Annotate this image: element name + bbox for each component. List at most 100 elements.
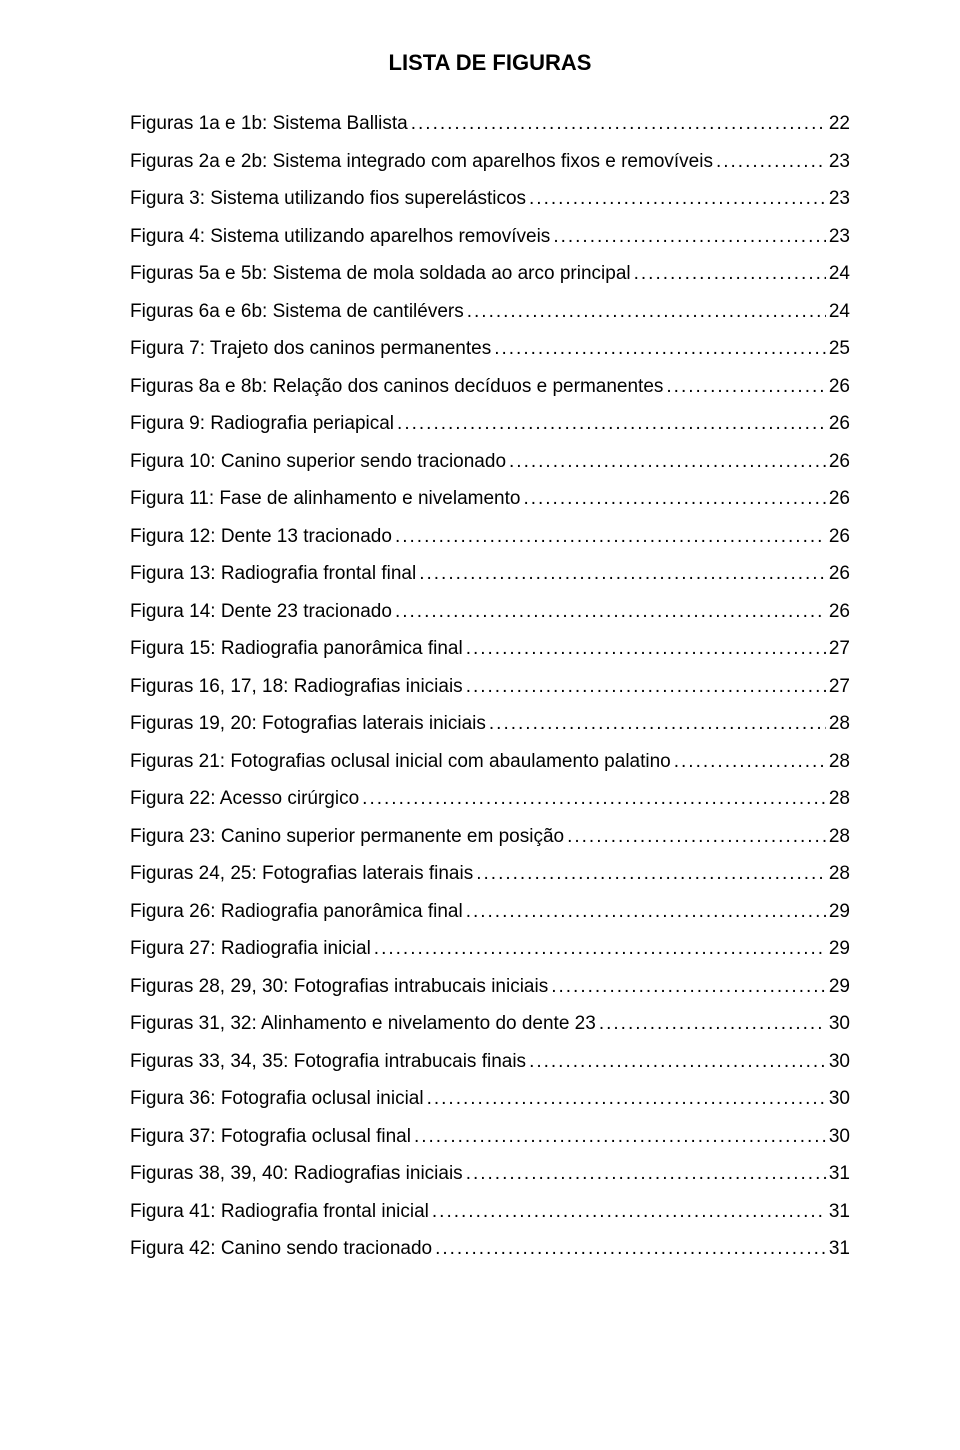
toc-entry-page: 22 — [829, 114, 850, 133]
toc-entry-page: 31 — [829, 1239, 850, 1258]
toc-entry: Figuras 1a e 1b: Sistema Ballista 22 — [130, 114, 850, 133]
toc-leader-dots — [476, 864, 826, 883]
toc-entry-page: 30 — [829, 1127, 850, 1146]
toc-leader-dots — [432, 1202, 826, 1221]
toc-entry-label: Figuras 6a e 6b: Sistema de cantilévers — [130, 302, 464, 321]
toc-entry-page: 26 — [829, 377, 850, 396]
toc-entry: Figura 7: Trajeto dos caninos permanente… — [130, 339, 850, 358]
toc-entry-page: 26 — [829, 452, 850, 471]
toc-entry-page: 24 — [829, 264, 850, 283]
toc-entry-label: Figura 41: Radiografia frontal inicial — [130, 1202, 429, 1221]
toc-entry-label: Figuras 31, 32: Alinhamento e nivelament… — [130, 1014, 596, 1033]
toc-entry-label: Figuras 24, 25: Fotografias laterais fin… — [130, 864, 473, 883]
toc-leader-dots — [435, 1239, 826, 1258]
toc-leader-dots — [551, 977, 826, 996]
toc-entry-label: Figura 10: Canino superior sendo tracion… — [130, 452, 506, 471]
toc-entry-page: 28 — [829, 827, 850, 846]
toc-entry-page: 28 — [829, 789, 850, 808]
toc-leader-dots — [523, 489, 825, 508]
toc-entry: Figuras 19, 20: Fotografias laterais ini… — [130, 714, 850, 733]
toc-entry-label: Figuras 38, 39, 40: Radiografias iniciai… — [130, 1164, 463, 1183]
toc-entry: Figura 42: Canino sendo tracionado 31 — [130, 1239, 850, 1258]
toc-entry: Figura 26: Radiografia panorâmica final2… — [130, 902, 850, 921]
toc-leader-dots — [411, 114, 826, 133]
toc-leader-dots — [489, 714, 826, 733]
toc-entry-page: 30 — [829, 1052, 850, 1071]
toc-leader-dots — [374, 939, 826, 958]
toc-entry-page: 28 — [829, 864, 850, 883]
toc-entry-label: Figura 37: Fotografia oclusal final — [130, 1127, 411, 1146]
toc-entry: Figura 4: Sistema utilizando aparelhos r… — [130, 227, 850, 246]
toc-entry: Figura 12: Dente 13 tracionado26 — [130, 527, 850, 546]
toc-entry: Figura 10: Canino superior sendo tracion… — [130, 452, 850, 471]
toc-entry-page: 31 — [829, 1202, 850, 1221]
toc-entry-label: Figuras 21: Fotografias oclusal inicial … — [130, 752, 671, 771]
toc-entry-label: Figuras 33, 34, 35: Fotografia intrabuca… — [130, 1052, 526, 1071]
toc-leader-dots — [494, 339, 826, 358]
toc-entry-label: Figuras 16, 17, 18: Radiografias iniciai… — [130, 677, 463, 696]
toc-entry: Figura 3: Sistema utilizando fios supere… — [130, 189, 850, 208]
toc-leader-dots — [529, 1052, 826, 1071]
toc-entry-label: Figura 36: Fotografia oclusal inicial — [130, 1089, 424, 1108]
toc-entry-label: Figuras 19, 20: Fotografias laterais ini… — [130, 714, 486, 733]
toc-entry-label: Figura 22: Acesso cirúrgico — [130, 789, 359, 808]
toc-entry-label: Figura 42: Canino sendo tracionado — [130, 1239, 432, 1258]
toc-entry-page: 23 — [829, 189, 850, 208]
table-of-contents: Figuras 1a e 1b: Sistema Ballista22Figur… — [130, 114, 850, 1258]
toc-entry: Figuras 24, 25: Fotografias laterais fin… — [130, 864, 850, 883]
toc-entry-page: 23 — [829, 152, 850, 171]
toc-leader-dots — [414, 1127, 826, 1146]
toc-entry: Figuras 33, 34, 35: Fotografia intrabuca… — [130, 1052, 850, 1071]
toc-entry-page: 25 — [829, 339, 850, 358]
toc-leader-dots — [419, 564, 826, 583]
toc-leader-dots — [553, 227, 826, 246]
toc-leader-dots — [466, 902, 826, 921]
toc-leader-dots — [362, 789, 826, 808]
toc-entry-label: Figura 3: Sistema utilizando fios supere… — [130, 189, 526, 208]
toc-entry-page: 30 — [829, 1089, 850, 1108]
toc-entry-page: 28 — [829, 714, 850, 733]
toc-entry-label: Figura 7: Trajeto dos caninos permanente… — [130, 339, 491, 358]
toc-entry: Figura 14: Dente 23 tracionado26 — [130, 602, 850, 621]
toc-entry-label: Figura 23: Canino superior permanente em… — [130, 827, 564, 846]
toc-leader-dots — [466, 1164, 826, 1183]
toc-entry-page: 27 — [829, 677, 850, 696]
toc-leader-dots — [397, 414, 826, 433]
toc-entry-page: 29 — [829, 977, 850, 996]
toc-leader-dots — [599, 1014, 826, 1033]
page-title: LISTA DE FIGURAS — [130, 50, 850, 76]
toc-entry: Figuras 8a e 8b: Relação dos caninos dec… — [130, 377, 850, 396]
toc-entry: Figura 23: Canino superior permanente em… — [130, 827, 850, 846]
toc-entry-label: Figuras 5a e 5b: Sistema de mola soldada… — [130, 264, 631, 283]
toc-leader-dots — [466, 639, 826, 658]
toc-entry-page: 26 — [829, 527, 850, 546]
toc-entry-page: 26 — [829, 489, 850, 508]
toc-entry-label: Figura 4: Sistema utilizando aparelhos r… — [130, 227, 550, 246]
toc-entry: Figura 37: Fotografia oclusal final 30 — [130, 1127, 850, 1146]
toc-entry-label: Figuras 1a e 1b: Sistema Ballista — [130, 114, 408, 133]
toc-leader-dots — [529, 189, 826, 208]
toc-entry: Figuras 6a e 6b: Sistema de cantilévers 2… — [130, 302, 850, 321]
toc-entry-page: 24 — [829, 302, 850, 321]
toc-entry: Figuras 38, 39, 40: Radiografias iniciai… — [130, 1164, 850, 1183]
toc-entry: Figura 11: Fase de alinhamento e nivelam… — [130, 489, 850, 508]
toc-entry-label: Figura 15: Radiografia panorâmica final — [130, 639, 463, 658]
toc-entry: Figura 15: Radiografia panorâmica final2… — [130, 639, 850, 658]
toc-entry-label: Figuras 8a e 8b: Relação dos caninos dec… — [130, 377, 663, 396]
toc-entry-label: Figura 9: Radiografia periapical — [130, 414, 394, 433]
toc-entry: Figura 36: Fotografia oclusal inicial 30 — [130, 1089, 850, 1108]
toc-entry: Figura 9: Radiografia periapical26 — [130, 414, 850, 433]
toc-entry: Figura 27: Radiografia inicial29 — [130, 939, 850, 958]
toc-entry: Figura 22: Acesso cirúrgico 28 — [130, 789, 850, 808]
toc-entry: Figura 41: Radiografia frontal inicial 31 — [130, 1202, 850, 1221]
toc-entry-page: 29 — [829, 939, 850, 958]
toc-entry-page: 26 — [829, 564, 850, 583]
toc-leader-dots — [395, 527, 826, 546]
toc-entry: Figuras 21: Fotografias oclusal inicial … — [130, 752, 850, 771]
toc-entry: Figura 13: Radiografia frontal final26 — [130, 564, 850, 583]
toc-entry-label: Figura 11: Fase de alinhamento e nivelam… — [130, 489, 520, 508]
document-page: LISTA DE FIGURAS Figuras 1a e 1b: Sistem… — [0, 0, 960, 1450]
toc-entry-label: Figura 26: Radiografia panorâmica final — [130, 902, 463, 921]
toc-entry: Figuras 28, 29, 30: Fotografias intrabuc… — [130, 977, 850, 996]
toc-leader-dots — [466, 677, 826, 696]
